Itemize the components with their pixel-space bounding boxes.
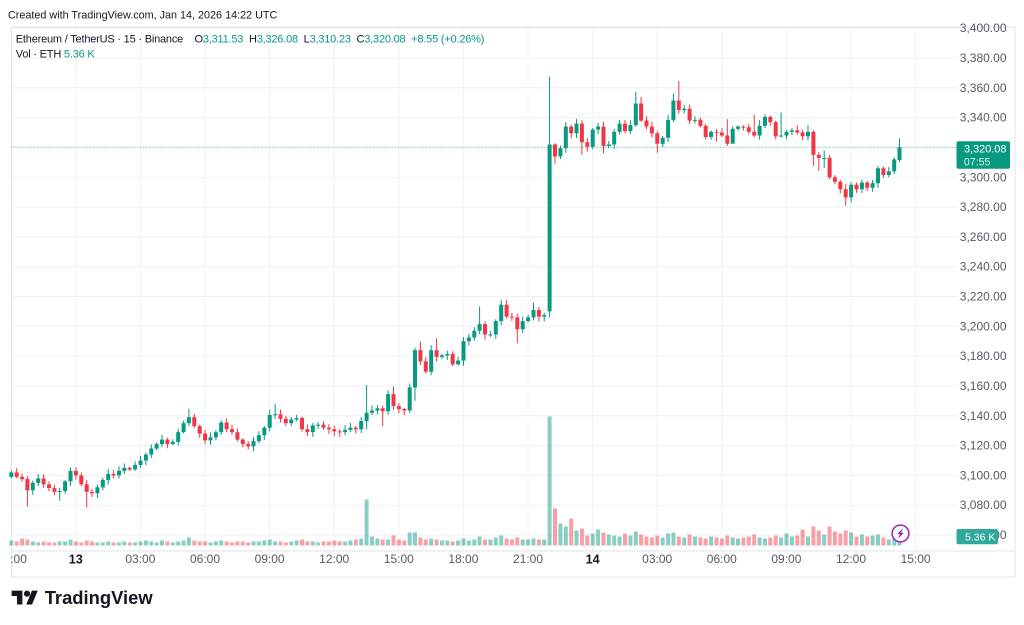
svg-text:09:00: 09:00: [255, 552, 285, 566]
svg-text:3,260.00: 3,260.00: [960, 230, 1007, 244]
svg-text:3,100.00: 3,100.00: [960, 468, 1007, 482]
svg-text:3,160.00: 3,160.00: [960, 379, 1007, 393]
svg-text:Created with TradingView.com,: Created with TradingView.com, Jan 14, 20…: [8, 9, 277, 21]
svg-text::00: :00: [10, 552, 27, 566]
svg-text:3,400.00: 3,400.00: [960, 21, 1007, 35]
svg-text:3,240.00: 3,240.00: [960, 260, 1007, 274]
svg-text:14: 14: [586, 552, 600, 566]
svg-text:06:00: 06:00: [707, 552, 737, 566]
svg-text:03:00: 03:00: [125, 552, 155, 566]
svg-text:12:00: 12:00: [319, 552, 349, 566]
svg-text:3,180.00: 3,180.00: [960, 349, 1007, 363]
svg-text:3,080.00: 3,080.00: [960, 498, 1007, 512]
svg-text:18:00: 18:00: [448, 552, 478, 566]
svg-text:3,140.00: 3,140.00: [960, 409, 1007, 423]
svg-text:Ethereum / TetherUS · 15 · Bin: Ethereum / TetherUS · 15 · Binance O3,31…: [16, 34, 484, 46]
svg-text:3,280.00: 3,280.00: [960, 200, 1007, 214]
svg-text:3,320.08: 3,320.08: [964, 144, 1006, 156]
svg-text:Vol · ETH 5.36 K: Vol · ETH 5.36 K: [16, 49, 96, 61]
svg-text:07:55: 07:55: [964, 156, 991, 168]
svg-text:TradingView: TradingView: [45, 587, 154, 608]
svg-text:15:00: 15:00: [901, 552, 931, 566]
svg-text:3,200.00: 3,200.00: [960, 319, 1007, 333]
svg-text:5.36 K: 5.36 K: [965, 532, 995, 544]
svg-text:21:00: 21:00: [513, 552, 543, 566]
svg-text:03:00: 03:00: [642, 552, 672, 566]
svg-text:06:00: 06:00: [190, 552, 220, 566]
svg-text:12:00: 12:00: [836, 552, 866, 566]
svg-text:3,220.00: 3,220.00: [960, 290, 1007, 304]
svg-text:09:00: 09:00: [771, 552, 801, 566]
svg-text:13: 13: [69, 552, 83, 566]
svg-text:3,120.00: 3,120.00: [960, 439, 1007, 453]
svg-text:15:00: 15:00: [384, 552, 414, 566]
svg-text:3,340.00: 3,340.00: [960, 111, 1007, 125]
svg-text:3,300.00: 3,300.00: [960, 170, 1007, 184]
svg-text:3,380.00: 3,380.00: [960, 51, 1007, 65]
svg-text:3,360.00: 3,360.00: [960, 81, 1007, 95]
